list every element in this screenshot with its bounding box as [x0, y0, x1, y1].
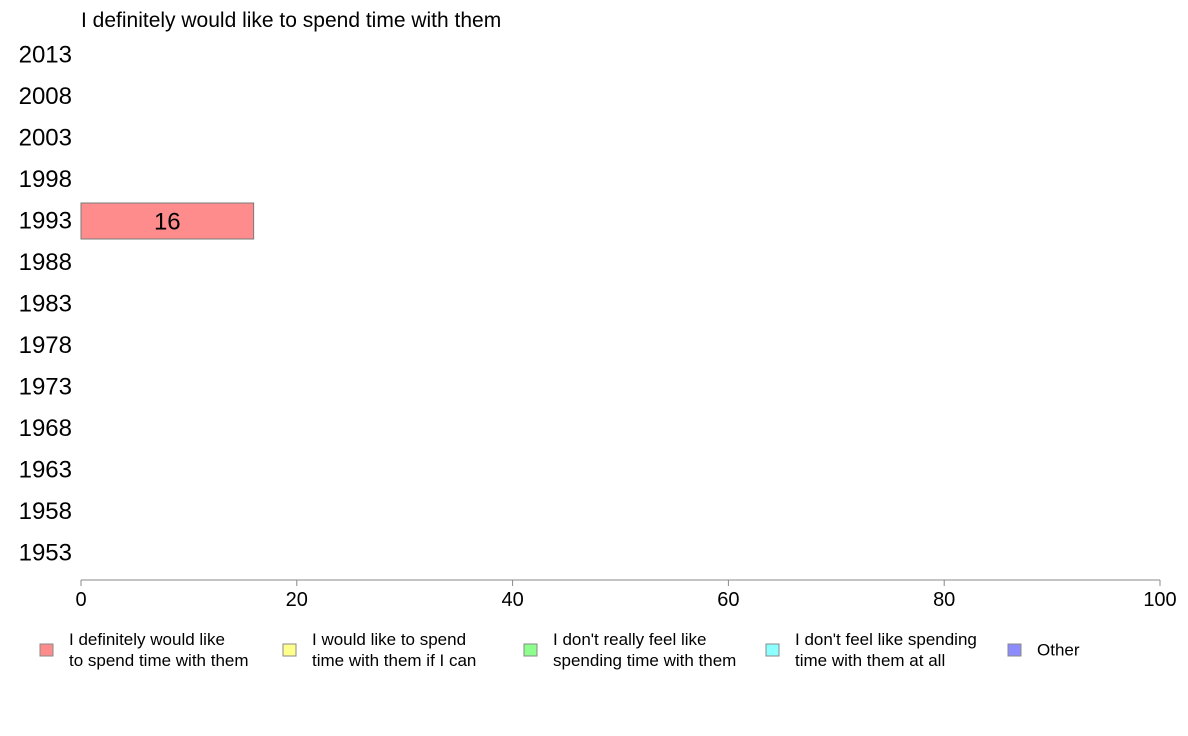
y-tick-label: 2013: [19, 42, 72, 69]
legend: I definitely would like to spend time wit…: [39, 630, 1080, 670]
y-tick-label: 1963: [19, 457, 72, 484]
y-tick-label: 1953: [19, 540, 72, 567]
legend-label: to spend time with them: [69, 651, 249, 670]
legend-label: I would like to spend: [312, 630, 466, 649]
legend-swatch: [1007, 643, 1022, 657]
legend-swatch: [765, 643, 780, 657]
y-tick-label: 1988: [19, 249, 72, 276]
legend-label: time with them at all: [795, 651, 945, 670]
x-tick-label: 20: [286, 589, 308, 611]
legend-swatch: [39, 643, 54, 657]
y-tick-label: 1968: [19, 415, 72, 442]
legend-label: time with them if I can: [312, 651, 476, 670]
legend-label: I don't really feel like: [553, 630, 707, 649]
y-tick-label: 1978: [19, 332, 72, 359]
legend-item: I would like to spend time with them if I…: [282, 630, 476, 670]
x-tick-label: 60: [717, 589, 739, 611]
x-tick-label: 80: [933, 589, 955, 611]
y-tick-label: 1983: [19, 291, 72, 318]
y-tick-label: 1958: [19, 498, 72, 525]
bar-data-label: 16: [154, 209, 181, 236]
legend-swatch: [523, 643, 538, 657]
y-tick-label: 2008: [19, 83, 72, 110]
y-axis-labels: 2013 2008 2003 1998 1993 1988 1983 1978 1973 1968…: [19, 42, 72, 567]
legend-item: I don't really feel like spending time wi…: [523, 630, 736, 670]
legend-label: I don't feel like spending: [795, 630, 977, 649]
legend-label: Other: [1037, 641, 1080, 660]
x-tick-label: 40: [501, 589, 523, 611]
y-tick-label: 2003: [19, 125, 72, 152]
legend-item: I don't feel like spending time with them…: [765, 630, 977, 670]
y-tick-label: 1973: [19, 374, 72, 401]
legend-item: Other: [1007, 641, 1080, 660]
x-tick-label: 100: [1143, 589, 1176, 611]
y-tick-label: 1998: [19, 166, 72, 193]
chart-title: I definitely would like to spend time wi…: [81, 9, 501, 32]
legend-label: I definitely would like: [69, 630, 225, 649]
legend-item: I definitely would like to spend time wit…: [39, 630, 249, 670]
bar: [80, 202, 255, 240]
y-tick-label: 1993: [19, 208, 72, 235]
legend-label: spending time with them: [553, 651, 736, 670]
x-tick-label: 0: [75, 589, 86, 611]
x-axis: 0 20 40 60 80 100: [75, 579, 1177, 611]
legend-swatch: [282, 643, 297, 657]
bars: 16: [80, 202, 255, 240]
